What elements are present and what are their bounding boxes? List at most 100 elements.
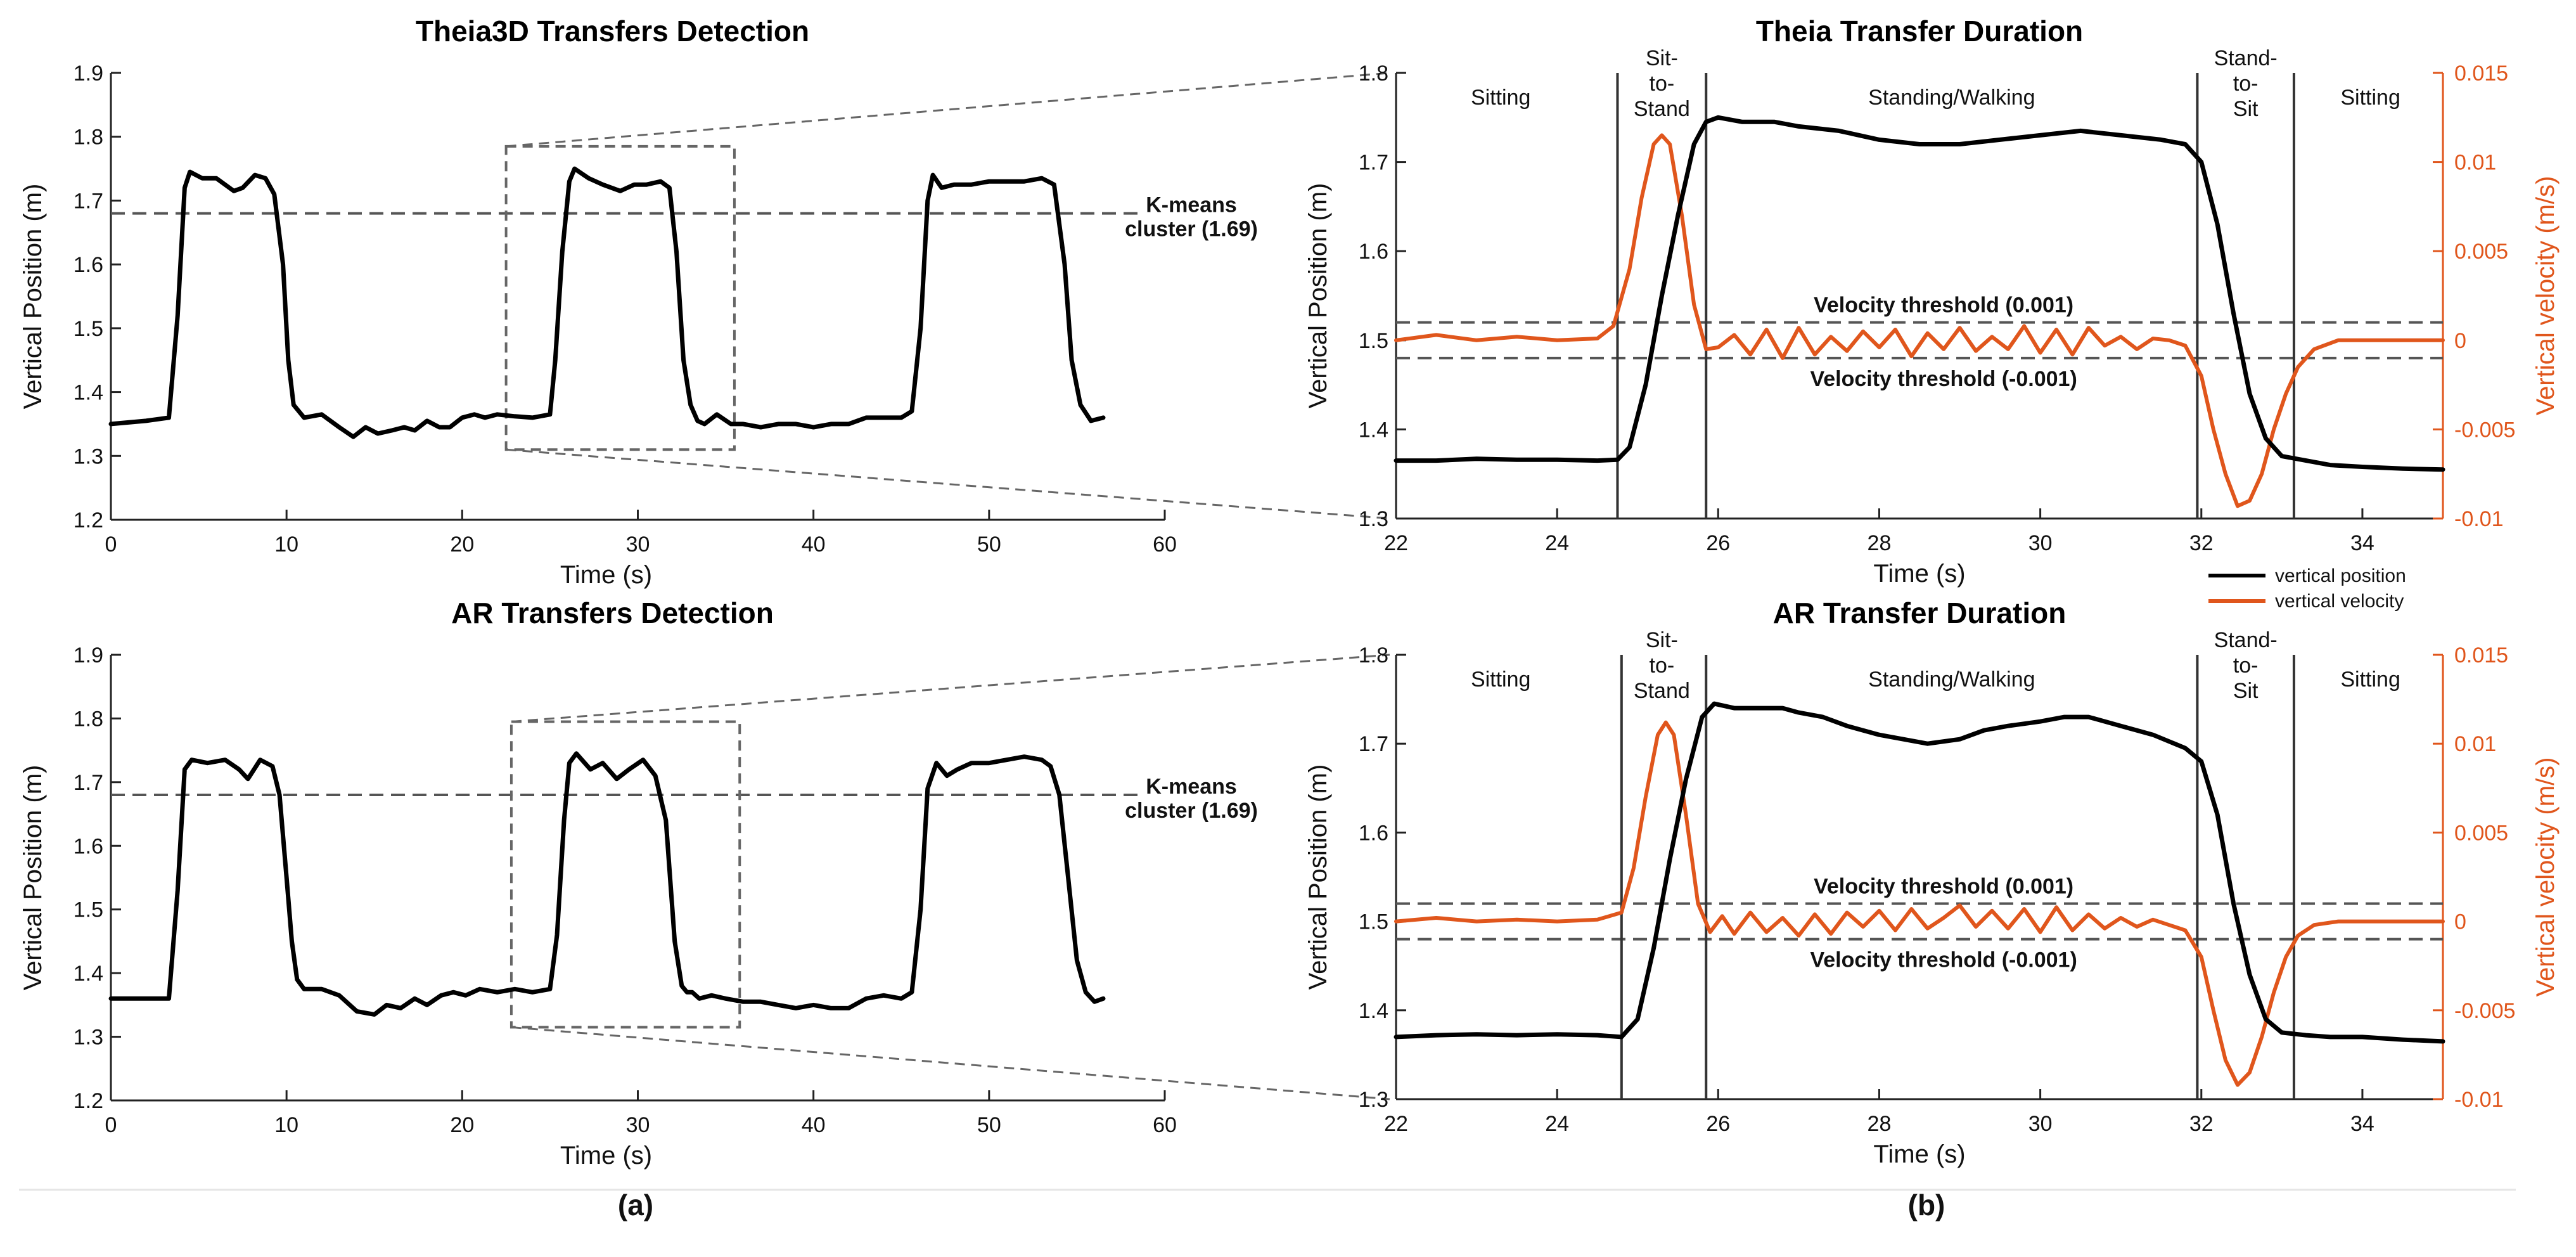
chart-theia-duration: Theia Transfer Duration 22 24 26 28 30 32 34 1.3… [1304, 15, 2560, 588]
right-y-tick-label: -0.01 [2454, 507, 2504, 531]
x-axis-label: Time (s) [560, 561, 652, 589]
y-tick-label: 1.4 [74, 962, 103, 986]
x-axis-label: Time (s) [560, 1142, 652, 1170]
x-tick-label: 30 [2028, 1112, 2053, 1136]
x-tick-label: 22 [1384, 531, 1408, 555]
x-axis-label: Time (s) [1873, 560, 1965, 588]
y-tick-label: 1.7 [74, 189, 103, 213]
y-tick-label: 1.5 [1359, 910, 1388, 934]
y-tick-label: 1.5 [74, 317, 103, 341]
phase-label: Sitting [2340, 667, 2400, 692]
phase-label: Stand [1634, 679, 1690, 703]
y-tick-label: 1.3 [74, 444, 103, 468]
y-tick-label: 1.8 [1359, 643, 1388, 667]
y-tick-label: 1.7 [1359, 732, 1388, 756]
kmeans-annotation-line1: K-means [1146, 775, 1237, 799]
y-tick-label: 1.9 [74, 643, 103, 667]
x-tick-label: 10 [274, 532, 298, 557]
phase-label: to- [1650, 654, 1675, 678]
x-tick-label: 30 [626, 532, 650, 557]
kmeans-annotation-line2: cluster (1.69) [1125, 217, 1258, 242]
legend-position-label: vertical position [2275, 565, 2406, 586]
x-tick-label: 26 [1706, 1112, 1730, 1136]
right-y-tick-label: 0 [2454, 329, 2466, 353]
y-tick-label: 1.8 [74, 126, 103, 150]
position-series-line [1394, 701, 2445, 1044]
y-tick-label: 1.6 [1359, 240, 1388, 264]
panel-label-b: (b) [1908, 1189, 1945, 1222]
y-axis-label: Vertical Position (m) [19, 765, 47, 991]
chart-title: AR Transfers Detection [451, 596, 774, 629]
right-y-axis-label: Vertical velocity (m/s) [2532, 176, 2560, 416]
x-tick-label: 0 [105, 532, 117, 557]
y-tick-label: 1.2 [74, 1089, 103, 1113]
x-tick-label: 10 [274, 1113, 298, 1137]
x-tick-label: 0 [105, 1113, 117, 1137]
velocity-series-line [1394, 133, 2445, 508]
y-tick-label: 1.5 [74, 898, 103, 922]
x-tick-label: 20 [450, 1113, 474, 1137]
phase-label: Sit [2233, 679, 2259, 703]
right-y-tick-label: 0.005 [2454, 821, 2508, 845]
position-series-line [108, 751, 1106, 1017]
chart-title: Theia Transfer Duration [1756, 15, 2083, 48]
phase-label: Stand- [2214, 46, 2278, 70]
x-tick-label: 60 [1153, 532, 1177, 557]
velocity-threshold-label: Velocity threshold (-0.001) [1810, 948, 2077, 972]
zoom-connectors [506, 72, 1390, 1100]
right-y-axis-label: Vertical velocity (m/s) [2532, 757, 2560, 997]
y-tick-label: 1.6 [74, 253, 103, 277]
zoom-box [509, 720, 741, 1029]
phase-label: Sit- [1646, 46, 1678, 70]
legend-velocity-label: vertical velocity [2275, 591, 2404, 612]
right-y-tick-label: -0.005 [2454, 418, 2515, 442]
legend: vertical position vertical velocity [2208, 565, 2406, 612]
position-series-line [1394, 115, 2445, 472]
x-tick-label: 28 [1868, 531, 1892, 555]
y-tick-label: 1.4 [74, 381, 103, 405]
y-tick-label: 1.6 [74, 834, 103, 858]
phase-label: to- [1650, 72, 1675, 96]
phase-label: to- [2233, 72, 2259, 96]
y-tick-label: 1.3 [74, 1026, 103, 1050]
phase-label: Stand- [2214, 628, 2278, 652]
chart-theia-detection: Theia3D Transfers Detection 0 10 20 30 40 50 60… [19, 15, 1258, 589]
y-tick-label: 1.8 [1359, 61, 1388, 86]
right-y-tick-label: 0.005 [2454, 240, 2508, 264]
right-y-tick-label: 0.015 [2454, 61, 2508, 86]
right-y-tick-label: 0.01 [2454, 151, 2496, 175]
x-tick-label: 22 [1384, 1112, 1408, 1136]
y-tick-label: 1.7 [1359, 151, 1388, 175]
y-tick-label: 1.7 [74, 771, 103, 795]
right-y-tick-label: 0.015 [2454, 643, 2508, 667]
velocity-threshold-label: Velocity threshold (0.001) [1814, 875, 2073, 899]
x-tick-label: 60 [1153, 1113, 1177, 1137]
x-tick-label: 34 [2350, 1112, 2374, 1136]
phase-label: Sitting [2340, 86, 2400, 110]
y-tick-label: 1.2 [74, 508, 103, 532]
x-tick-label: 28 [1868, 1112, 1892, 1136]
y-tick-label: 1.4 [1359, 999, 1388, 1023]
phase-label: Sit [2233, 97, 2259, 121]
x-tick-label: 26 [1706, 531, 1730, 555]
kmeans-annotation-line2: cluster (1.69) [1125, 799, 1258, 823]
chart-ar-detection: AR Transfers Detection 0 10 20 30 40 50 60 1.2 1.… [19, 596, 1258, 1170]
chart-title: AR Transfer Duration [1773, 596, 2067, 629]
right-y-tick-label: -0.01 [2454, 1088, 2504, 1112]
x-tick-label: 40 [802, 1113, 826, 1137]
zoom-connector-bottom [511, 1026, 1390, 1100]
chart-ar-duration: AR Transfer Duration 22 24 26 28 30 32 34 1.3 1.4… [1304, 596, 2560, 1168]
x-tick-label: 24 [1545, 1112, 1569, 1136]
right-y-tick-label: 0 [2454, 910, 2466, 934]
x-tick-label: 40 [802, 532, 826, 557]
y-tick-label: 1.5 [1359, 329, 1388, 353]
y-axis-label: Vertical Position (m) [19, 184, 47, 409]
y-tick-label: 1.6 [1359, 821, 1388, 845]
phase-label: Sitting [1471, 86, 1531, 110]
y-tick-label: 1.4 [1359, 418, 1388, 442]
phase-label: Sit- [1646, 628, 1678, 652]
phase-label: Sitting [1471, 667, 1531, 692]
y-tick-label: 1.3 [1359, 1088, 1388, 1112]
zoom-connector-bottom [506, 448, 1390, 520]
